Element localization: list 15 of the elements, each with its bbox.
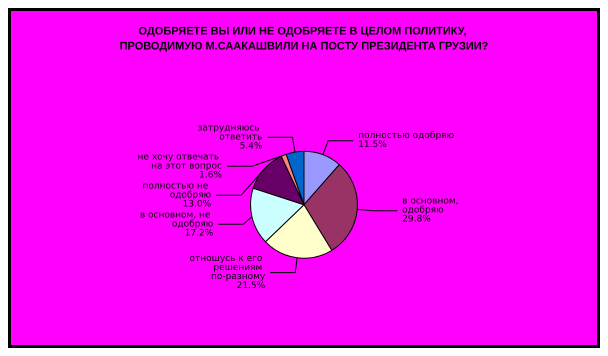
chart-title: ОДОБРЯЕТЕ ВЫ ИЛИ НЕ ОДОБРЯЕТЕ В ЦЕЛОМ ПОЛИТИКУ, ПРОВОДИМУЮ М.СААКАШВИЛИ НА ПОСТУ ПРЕЗИДЕНТА ГРУЗИИ?	[120, 26, 489, 52]
data-label: 29.8%	[402, 214, 432, 225]
data-label: 1.6%	[199, 170, 222, 180]
data-label: 13.0%	[182, 199, 212, 210]
slice-label: в основном, одобряю	[402, 196, 462, 216]
data-label: 11.5%	[358, 140, 388, 150]
data-label: 17.2%	[184, 228, 214, 238]
slice-label: полностью одобряю	[358, 131, 455, 142]
slice-label: не хочу отвечать на этот вопрос	[138, 152, 222, 172]
slice-label: затрудняюсь ответить	[198, 123, 262, 142]
slice-label: в основном, не одобряю	[140, 210, 214, 230]
slice-label: отношусь к его решениям по-разному	[189, 254, 266, 282]
data-label: 21.5%	[236, 281, 266, 292]
slice-label: полностью не одобряю	[142, 181, 212, 200]
data-label: 5.4%	[240, 141, 263, 152]
